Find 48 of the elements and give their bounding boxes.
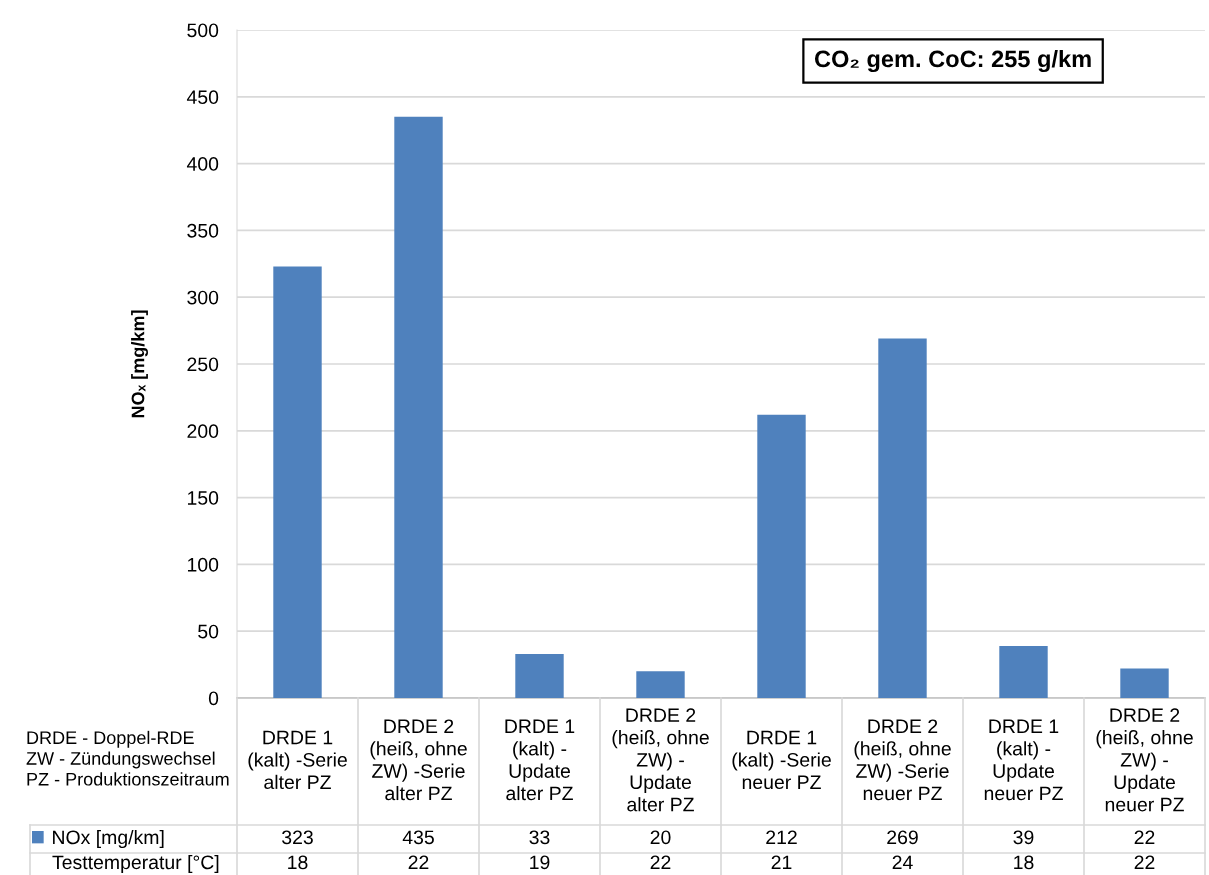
data-label: 212 [766,830,797,845]
y-tick-label: 200 [187,424,219,439]
y-tick-label: 50 [198,624,219,639]
annotation: CO₂ gem. CoC: 255 g/km [814,49,1091,73]
data-label: 269 [887,830,918,845]
text: 22 [408,855,429,870]
text: 19 [530,855,550,870]
bar [273,266,322,698]
y-tick-label: 500 [187,23,219,38]
x-tick-label: DRDE 2 (heiß, ohne ZW) -Serie neuer PZ [854,719,951,801]
legend-label: NOx [mg/km] [53,829,164,849]
y-tick-label: 350 [187,223,219,238]
x-tick-label: DRDE 2 (heiß, ohne ZW) -Serie alter PZ [370,719,467,801]
text: 18 [288,855,308,870]
text: 22 [1134,855,1155,870]
y-tick-label: 400 [186,157,219,171]
text: 21 [771,855,792,870]
y-tick-label: 250 [187,357,219,372]
bar [636,671,685,698]
data-label: 435 [402,830,434,845]
x-tick-label: DRDE 1 (kalt) -Serie alter PZ [248,730,347,790]
bar [757,414,806,698]
data-label: 22 [1134,830,1155,845]
data-label: 20 [650,830,671,845]
text: DRDE - Doppel-RDE ZW - Zündungswechsel PZ - Produktionszeitraum [26,730,229,786]
y-tick-label: 100 [187,557,219,572]
x-tick-label: DRDE 1 (kalt) - Update neuer PZ [984,719,1063,801]
bar [515,653,564,698]
y-tick-label: 450 [186,90,219,105]
y-tick-label: 300 [187,290,219,305]
y-axis-title: NOₓ [mg/km] [131,310,148,418]
bar [394,116,443,698]
text: Testtemperatur [°C] [52,854,219,874]
data-label: 33 [529,830,550,845]
text: 22 [650,855,671,870]
data-label: 39 [1013,830,1034,845]
bar [1120,668,1169,698]
x-tick-label: DRDE 1 (kalt) -Serie neuer PZ [732,730,831,790]
bar [999,645,1048,698]
y-tick-label: 0 [208,691,219,706]
data-label: 323 [282,830,313,845]
x-tick-label: DRDE 2 (heiß, ohne ZW) - Update alter PZ [612,708,709,812]
x-tick-label: DRDE 1 (kalt) - Update alter PZ [505,719,575,801]
bar [878,338,927,698]
x-tick-label: DRDE 2 (heiß, ohne ZW) - Update neuer PZ [1096,708,1193,812]
text: 18 [1014,855,1034,870]
y-tick-label: 150 [187,491,219,505]
text: 24 [892,855,913,870]
